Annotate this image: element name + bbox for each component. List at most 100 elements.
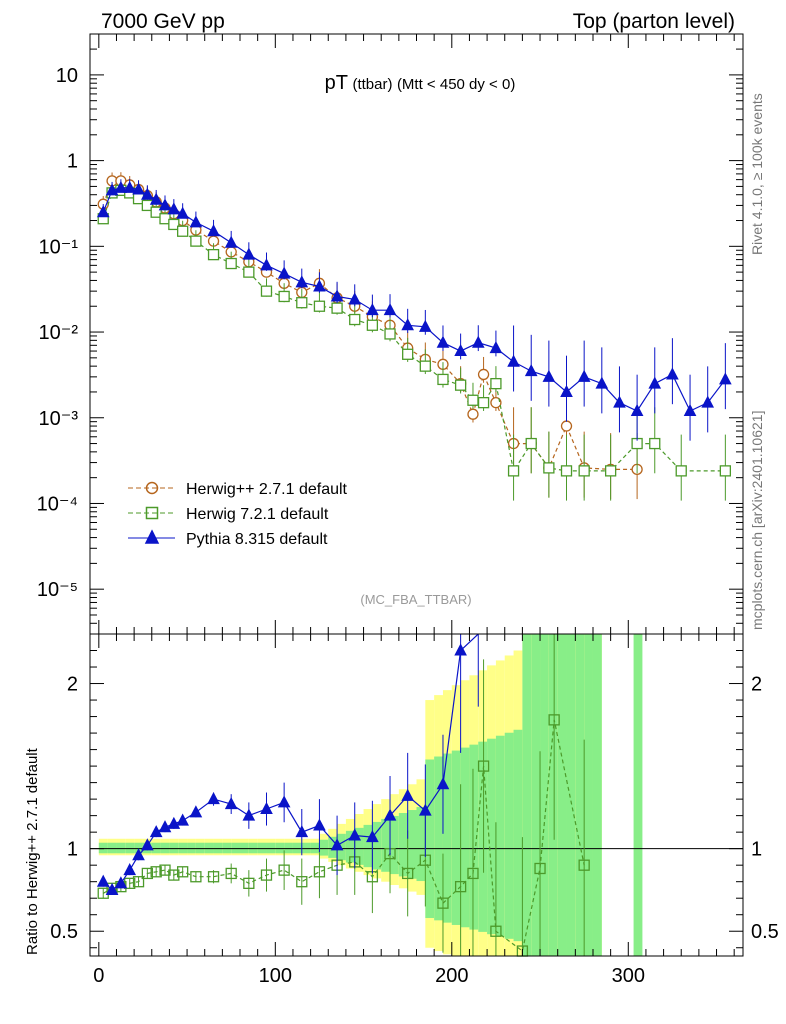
ratio-point-herwig7 bbox=[467, 867, 479, 880]
main-ytick-label: 10⁻³ bbox=[39, 408, 79, 430]
ratio-point-herwig7 bbox=[454, 880, 467, 893]
data-point-pythia bbox=[123, 180, 137, 193]
data-point-herwig7 bbox=[278, 290, 290, 303]
data-point-herwig7 bbox=[313, 300, 326, 312]
ratio-point-pythia bbox=[260, 801, 273, 815]
uncertainty-band-green bbox=[531, 634, 541, 956]
data-point-pythia bbox=[436, 335, 450, 348]
data-point-herwig7 bbox=[243, 266, 255, 278]
data-point-pythia bbox=[242, 247, 256, 260]
ratio-data-layer bbox=[96, 633, 590, 957]
uncertainty-band-green bbox=[345, 830, 355, 863]
ratio-point-pythia bbox=[149, 825, 163, 838]
uncertainty-band-green bbox=[275, 842, 285, 854]
data-point-herwig7 bbox=[507, 465, 520, 477]
ratio-ylabel: Ratio to Herwig++ 2.7.1 default bbox=[24, 747, 41, 955]
data-point-herwigpp bbox=[467, 408, 479, 420]
plot-title: pT (ttbar) (Mtt < 450 dy < 0) bbox=[325, 72, 516, 94]
uncertainty-band-green bbox=[292, 842, 302, 854]
uncertainty-band-green bbox=[169, 842, 179, 854]
data-point-pythia bbox=[719, 372, 732, 385]
ratio-point-pythia bbox=[224, 797, 238, 810]
data-point-pythia bbox=[158, 198, 172, 211]
legend-marker-herwigpp bbox=[145, 481, 159, 495]
uncertainty-band-green bbox=[434, 756, 443, 921]
uncertainty-band-green bbox=[442, 753, 452, 923]
uncertainty-band-green bbox=[231, 842, 241, 854]
ratio-line-0 bbox=[102, 719, 585, 953]
xtick-label: 100 bbox=[259, 965, 292, 987]
uncertainty-band-green bbox=[398, 812, 408, 877]
ratio-point-pythia bbox=[277, 795, 291, 808]
uncertainty-band-green bbox=[584, 634, 593, 956]
uncertainty-band-green bbox=[407, 810, 417, 879]
ratio-point-herwig7 bbox=[402, 867, 414, 880]
data-point-pythia bbox=[114, 180, 128, 193]
legend: Herwig++ 2.7.1 default Herwig 7.2.1 defa… bbox=[128, 481, 348, 548]
data-point-herwig7 bbox=[159, 213, 171, 225]
uncertainty-band-green bbox=[319, 839, 329, 856]
data-point-pythia bbox=[224, 235, 238, 248]
ratio-ytick-label-right: 2 bbox=[751, 674, 762, 696]
data-point-pythia bbox=[648, 376, 662, 389]
uncertainty-band-green bbox=[451, 750, 461, 925]
data-point-herwigpp bbox=[490, 397, 502, 409]
ratio-point-pythia bbox=[313, 818, 326, 831]
data-point-pythia bbox=[176, 206, 189, 219]
uncertainty-band-green bbox=[187, 842, 196, 854]
data-point-pythia bbox=[507, 354, 520, 367]
data-point-pythia bbox=[630, 403, 644, 416]
legend-label-herwig7: Herwig 7.2.1 default bbox=[186, 506, 329, 523]
uncertainty-band-green bbox=[195, 842, 205, 854]
data-point-pythia bbox=[132, 182, 145, 195]
data-point-herwig7 bbox=[384, 328, 396, 340]
data-point-pythia bbox=[524, 364, 538, 377]
data-point-herwig7 bbox=[467, 394, 479, 406]
data-point-pythia bbox=[560, 384, 573, 397]
ratio-point-pythia bbox=[123, 863, 137, 876]
data-point-herwig7 bbox=[141, 199, 154, 212]
uncertainty-band-green bbox=[504, 732, 514, 939]
uncertainty-band-green bbox=[248, 842, 258, 854]
uncertainty-band-green bbox=[160, 842, 170, 854]
ratio-point-pythia bbox=[348, 828, 362, 841]
data-point-pythia bbox=[348, 292, 362, 305]
uncertainty-band-green bbox=[372, 821, 382, 870]
data-point-herwig7 bbox=[675, 465, 687, 477]
uncertainty-band-green bbox=[301, 842, 311, 854]
data-point-pythia bbox=[330, 289, 344, 302]
ratio-point-pythia bbox=[105, 882, 119, 895]
uncertainty-band-green bbox=[310, 842, 320, 854]
ratio-point-pythia bbox=[383, 808, 397, 821]
data-point-pythia bbox=[167, 202, 181, 215]
data-point-pythia bbox=[613, 395, 626, 408]
data-point-pythia bbox=[141, 187, 154, 200]
title-cut: (Mtt < 450 dy < 0) bbox=[397, 76, 515, 93]
ratio-ytick-label-left: 1 bbox=[67, 839, 78, 861]
ratio-point-pythia bbox=[96, 874, 110, 887]
ratio-point-pythia bbox=[132, 848, 145, 861]
data-point-pythia bbox=[207, 224, 220, 237]
ratio-panel: 0.5 0.5 1 1 2 2 0 100 200 300 bbox=[50, 633, 779, 987]
ratio-point-herwig7 bbox=[124, 877, 136, 889]
ratio-point-pythia bbox=[114, 876, 128, 889]
uncertainty-band-green bbox=[125, 842, 135, 854]
ratio-point-herwig7 bbox=[578, 859, 590, 871]
ratio-point-pythia bbox=[158, 820, 172, 833]
data-point-herwig7 bbox=[525, 437, 537, 450]
ratio-point-herwig7 bbox=[168, 869, 180, 881]
ratio-point-herwig7 bbox=[141, 867, 154, 880]
ratio-point-herwig7 bbox=[437, 897, 449, 909]
data-point-herwig7 bbox=[490, 377, 502, 390]
uncertainty-band-green bbox=[522, 634, 532, 956]
data-point-herwig7 bbox=[543, 462, 555, 474]
ratio-point-herwig7 bbox=[278, 864, 290, 876]
main-ytick-label: 10⁻⁵ bbox=[37, 579, 78, 601]
uncertainty-band-green bbox=[222, 842, 232, 854]
data-point-herwig7 bbox=[649, 437, 661, 450]
data-point-pythia bbox=[542, 369, 556, 382]
ratio-point-herwig7 bbox=[132, 876, 145, 888]
ratio-ytick-label-left: 2 bbox=[67, 674, 78, 696]
uncertainty-band-green bbox=[460, 747, 470, 928]
